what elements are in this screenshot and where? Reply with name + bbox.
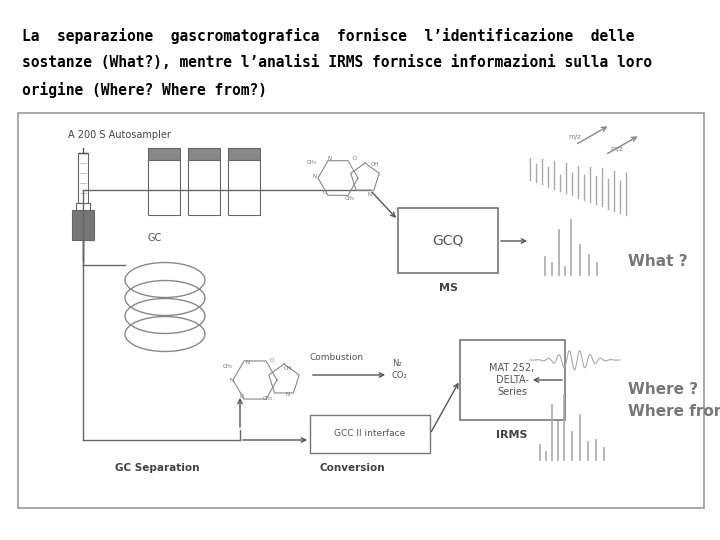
Bar — [460, 340, 565, 420]
Bar — [228, 148, 260, 160]
Bar — [148, 160, 180, 215]
Bar — [398, 208, 498, 273]
Text: O: O — [323, 190, 327, 194]
Bar — [188, 160, 220, 215]
Text: CH₃: CH₃ — [223, 363, 233, 368]
Bar — [310, 415, 430, 453]
Bar — [78, 153, 88, 203]
Text: A 200 S Autosampler: A 200 S Autosampler — [68, 130, 171, 140]
Text: IRMS: IRMS — [496, 430, 528, 440]
Text: N: N — [246, 360, 250, 365]
Text: Where from ?: Where from ? — [628, 404, 720, 420]
Text: N₂: N₂ — [392, 359, 402, 368]
Text: GCC II interface: GCC II interface — [334, 429, 405, 438]
Bar — [188, 148, 220, 160]
Text: What ?: What ? — [628, 254, 688, 269]
Text: Conversion: Conversion — [320, 463, 386, 473]
Text: N: N — [328, 156, 332, 160]
Bar — [72, 210, 94, 240]
Text: O: O — [240, 394, 244, 399]
Text: OH: OH — [371, 163, 379, 167]
Bar — [228, 160, 260, 215]
Text: O: O — [270, 357, 274, 362]
Text: Where ?: Where ? — [628, 382, 698, 397]
Text: origine (Where? Where from?): origine (Where? Where from?) — [22, 82, 267, 98]
Text: N: N — [286, 392, 290, 396]
Bar — [148, 148, 180, 160]
Text: CH₃: CH₃ — [345, 195, 355, 200]
Text: m/z: m/z — [610, 146, 623, 152]
Text: CH₃: CH₃ — [307, 159, 317, 165]
Text: MS: MS — [438, 283, 457, 293]
Text: CH₃: CH₃ — [263, 395, 273, 401]
Bar — [18, 113, 704, 508]
Text: MAT 252,
DELTA-
Series: MAT 252, DELTA- Series — [490, 363, 535, 396]
Text: GCQ: GCQ — [432, 234, 464, 248]
Text: GC: GC — [148, 233, 162, 243]
Text: CO₂: CO₂ — [392, 371, 408, 380]
Text: N: N — [313, 173, 317, 179]
Text: O: O — [353, 156, 357, 160]
Text: Combustion: Combustion — [310, 353, 364, 362]
Text: La  separazione  gascromatografica  fornisce  l’identificazione  delle: La separazione gascromatografica fornisc… — [22, 28, 634, 44]
Text: N: N — [368, 192, 372, 198]
Text: sostanze (What?), mentre l’analisi IRMS fornisce informazioni sulla loro: sostanze (What?), mentre l’analisi IRMS … — [22, 55, 652, 70]
Text: OH: OH — [284, 366, 292, 370]
Text: m/z: m/z — [568, 134, 581, 140]
Text: GC Separation: GC Separation — [115, 463, 199, 473]
Text: N: N — [230, 377, 234, 382]
